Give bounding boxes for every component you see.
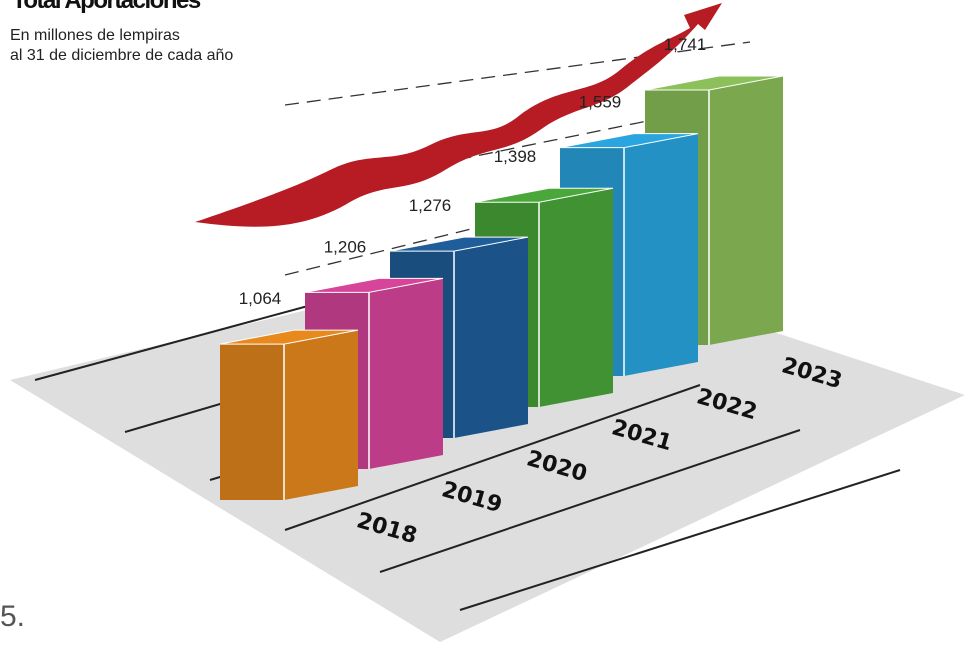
bar-top [559, 133, 699, 149]
value-label: 1,206 [324, 237, 367, 256]
bar-side [369, 278, 443, 469]
bar-side [284, 330, 358, 500]
chart-subtitle: En millones de lempiras [10, 27, 180, 44]
value-label: 1,064 [239, 289, 282, 308]
chart-title: Total Aportaciones [12, 0, 201, 14]
bar-side [709, 76, 783, 345]
value-label: 1,398 [494, 147, 537, 166]
bar-side-shade [454, 237, 528, 438]
bar-side-shade [624, 133, 698, 376]
bar [219, 329, 359, 500]
bar-side-shade [369, 278, 443, 469]
bar-top [219, 329, 359, 345]
bar-top [644, 75, 784, 91]
bar-front [220, 344, 284, 500]
bar-side [624, 133, 698, 376]
value-label: 1,741 [664, 35, 707, 54]
bar-side-shade [709, 76, 783, 345]
bar-top [474, 187, 614, 203]
bar-side [539, 188, 613, 407]
value-label: 1,276 [409, 196, 452, 215]
bar-top [304, 277, 444, 293]
bar-side-shade [284, 330, 358, 500]
page-number: 5. [0, 600, 25, 633]
trend-arrow [195, 3, 722, 227]
bar-side [454, 237, 528, 438]
bar-side-shade [539, 188, 613, 407]
chart-subtitle: al 31 de diciembre de cada año [10, 47, 233, 64]
bar-top [389, 236, 529, 252]
bar-front-shade [220, 344, 284, 500]
value-label: 1,559 [579, 93, 622, 112]
